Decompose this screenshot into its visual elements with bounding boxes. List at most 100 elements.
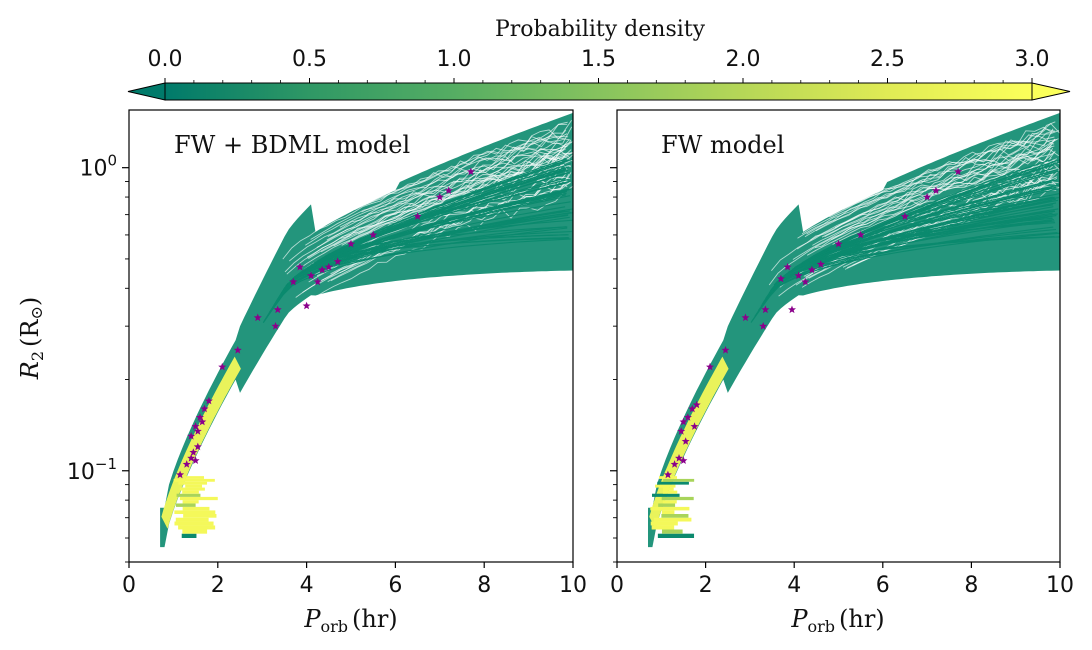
- observed-star: [761, 305, 770, 314]
- evolution-track: [770, 220, 1055, 291]
- observed-star: [218, 362, 227, 371]
- x-axis-label-sub: orb: [807, 617, 835, 636]
- period-bounce-cell: [661, 510, 675, 515]
- observed-star: [289, 277, 298, 286]
- observed-star: [324, 262, 333, 271]
- track-gap: [284, 139, 570, 273]
- period-bounce-cell: [662, 500, 677, 504]
- observed-star: [679, 456, 688, 464]
- evolution-track: [813, 158, 1053, 257]
- observed-star: [466, 167, 475, 176]
- period-bounce-cell: [653, 517, 692, 522]
- y-axis-label: R2 (R⊙): [16, 297, 47, 380]
- x-tick-label: 4: [300, 573, 314, 598]
- evolution-track: [761, 196, 1055, 305]
- evolution-track: [292, 169, 569, 279]
- x-tick-label: 10: [1046, 573, 1074, 598]
- x-tick-label: 0: [610, 573, 624, 598]
- axes-frame-fw-bdml: [128, 109, 574, 563]
- colorbar-label: Probability density: [495, 17, 706, 42]
- period-bounce-cell: [651, 525, 675, 530]
- x-tick-label: 8: [477, 573, 491, 598]
- period-bounce-cell: [183, 476, 205, 479]
- observed-star: [198, 417, 207, 426]
- observed-star: [932, 186, 940, 194]
- track-gap: [361, 129, 567, 213]
- period-bounce-cell: [175, 503, 196, 507]
- colorbar-tick-label: 0.5: [292, 47, 327, 72]
- observed-star: [413, 212, 422, 220]
- observed-markers-fw-bdml: [176, 167, 475, 479]
- period-bounce-cell: [661, 496, 694, 501]
- track-gap: [834, 138, 1057, 229]
- evolution-track: [283, 214, 569, 290]
- x-tick-label: 6: [876, 573, 890, 598]
- observed-star: [801, 277, 810, 286]
- y-tick-label-exponent: 0: [107, 152, 117, 170]
- observed-star: [189, 448, 198, 456]
- evolution-track: [304, 163, 571, 270]
- observed-star: [271, 322, 280, 330]
- observed-star: [677, 427, 686, 435]
- observed-star: [834, 239, 843, 248]
- track-gap: [305, 126, 573, 246]
- period-bounce-cell: [663, 478, 695, 482]
- observed-star: [233, 346, 242, 354]
- y-tick-label-base: 10: [67, 460, 95, 485]
- x-tick-label: 2: [211, 573, 225, 598]
- colorbar-tick-label: 2.0: [726, 47, 761, 72]
- colorbar-tick-label: 0.0: [148, 47, 183, 72]
- period-bounce-cell: [176, 493, 201, 497]
- x-axis-label-fw-bdml: Porb (hr): [303, 605, 397, 636]
- x-tick-label: 4: [787, 573, 801, 598]
- period-bounce-cell: [178, 525, 216, 530]
- x-tick-label: 6: [388, 573, 402, 598]
- observed-star: [182, 460, 191, 468]
- colorbar-body: [164, 82, 1033, 101]
- density-region-fw-bdml: [160, 112, 573, 548]
- period-bounce-cell: [662, 487, 674, 491]
- colorbar-extend-low: [127, 82, 166, 101]
- observed-star: [816, 260, 825, 268]
- y-axis-label-unit-symbol: ⊙: [27, 306, 46, 319]
- observed-star: [302, 301, 311, 310]
- observed-star: [273, 305, 282, 314]
- x-axis-label-unit: (hr): [839, 605, 885, 633]
- observed-star: [187, 454, 196, 462]
- observed-star: [204, 396, 213, 405]
- track-gap: [326, 144, 567, 241]
- observed-star: [683, 413, 692, 421]
- observed-star: [191, 456, 200, 464]
- track-gap: [842, 121, 1056, 210]
- x-axis-label-sub: orb: [320, 617, 348, 636]
- observed-star: [788, 305, 796, 314]
- period-bounce-cell: [179, 496, 218, 501]
- y-tick-label-base: 10: [79, 157, 107, 182]
- y-ticks-fw: [610, 167, 617, 563]
- panel-title-fw-bdml: FW + BDML model: [174, 131, 410, 159]
- period-bounce-cell: [658, 476, 677, 479]
- density-high-strip: [649, 356, 729, 529]
- x-axis-label-main: P: [790, 605, 808, 633]
- period-bounce-cell: [182, 500, 199, 504]
- y-tick-label: 100: [79, 152, 117, 182]
- observed-star: [688, 404, 697, 413]
- observed-star: [681, 437, 690, 445]
- colorbar: Probability density 0.0 0.5 1.0 1.5 2.0 2.5 3.…: [127, 17, 1071, 101]
- colorbar-tick-label: 1.0: [437, 47, 472, 72]
- x-axis-label-main: P: [303, 605, 321, 633]
- observed-star: [776, 274, 785, 283]
- observed-star: [369, 230, 378, 239]
- y-tick-label-exponent: −1: [95, 455, 117, 473]
- period-bounce-cell: [657, 481, 689, 485]
- x-tick-label: 2: [699, 573, 713, 598]
- observed-star: [807, 265, 816, 274]
- y-tick-label: 10−1: [67, 455, 117, 485]
- track-gap: [336, 123, 568, 220]
- track-gap: [327, 145, 568, 237]
- track-gap: [286, 140, 572, 275]
- observed-star: [313, 277, 322, 286]
- period-bounce-cell: [657, 533, 695, 539]
- evolution-track: [280, 191, 566, 294]
